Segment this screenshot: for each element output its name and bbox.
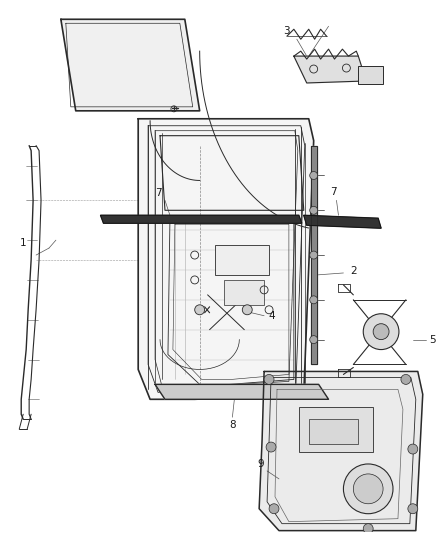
Circle shape (242, 305, 252, 315)
Circle shape (269, 504, 279, 514)
Circle shape (363, 523, 373, 533)
Text: 4: 4 (269, 311, 276, 321)
Text: 2: 2 (350, 266, 357, 276)
Text: 7: 7 (330, 188, 337, 197)
Text: 1: 1 (20, 238, 27, 248)
Circle shape (343, 464, 393, 514)
Circle shape (353, 474, 383, 504)
Circle shape (310, 251, 318, 259)
Polygon shape (294, 56, 366, 83)
FancyBboxPatch shape (299, 407, 373, 452)
Circle shape (401, 375, 411, 384)
Circle shape (408, 504, 418, 514)
Circle shape (363, 314, 399, 350)
Circle shape (310, 336, 318, 344)
Polygon shape (311, 146, 317, 365)
FancyBboxPatch shape (309, 419, 358, 444)
Circle shape (310, 206, 318, 214)
Circle shape (266, 442, 276, 452)
Polygon shape (138, 119, 314, 399)
Circle shape (310, 296, 318, 304)
FancyBboxPatch shape (215, 245, 269, 275)
Polygon shape (101, 215, 302, 223)
Circle shape (264, 375, 274, 384)
Circle shape (310, 172, 318, 180)
Text: 9: 9 (258, 459, 265, 469)
Circle shape (195, 305, 205, 315)
Text: 7: 7 (155, 188, 161, 198)
Polygon shape (304, 215, 381, 228)
Text: 8: 8 (229, 420, 236, 430)
Text: 3: 3 (283, 26, 290, 36)
Polygon shape (155, 384, 328, 399)
FancyBboxPatch shape (224, 280, 264, 305)
Circle shape (373, 324, 389, 340)
Text: 5: 5 (429, 335, 436, 345)
FancyBboxPatch shape (358, 66, 383, 84)
Circle shape (408, 444, 418, 454)
Polygon shape (61, 19, 200, 111)
Polygon shape (259, 372, 423, 531)
